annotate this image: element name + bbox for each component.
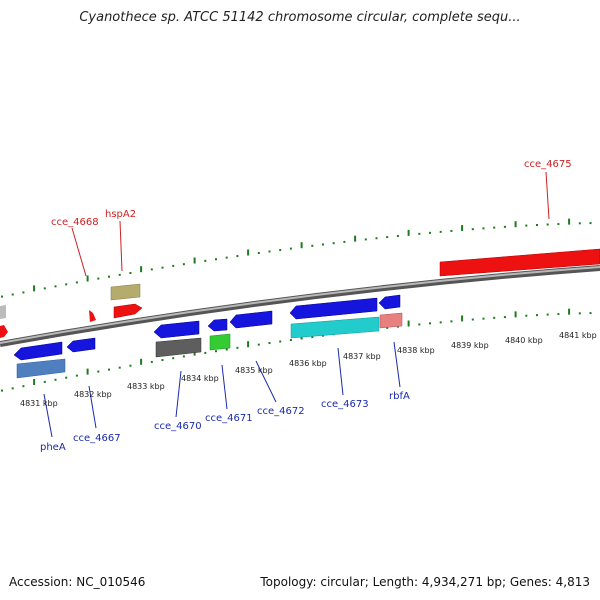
- tick-label: 4839 kbp: [451, 341, 489, 350]
- gene-label-cce4673[interactable]: cce_4673: [321, 399, 369, 410]
- gene-forward-khaki[interactable]: [110, 283, 141, 301]
- leader-cce4668: [71, 227, 87, 277]
- gene-reverse-cce4670-product[interactable]: [155, 337, 202, 358]
- gene-reverse-cce4667[interactable]: [66, 337, 96, 353]
- forward-tick-track: [1, 218, 592, 298]
- leader-lines: [43, 171, 550, 438]
- gene-label-cce4675[interactable]: cce_4675: [524, 159, 572, 170]
- leader-phea: [43, 393, 53, 438]
- leader-cce4670: [175, 370, 182, 418]
- leader-cce4675: [545, 171, 550, 220]
- leader-cce4671: [221, 364, 228, 410]
- gene-label-rbfa[interactable]: rbfA: [389, 391, 410, 402]
- leader-hspa2: [119, 220, 123, 272]
- gene-reverse-cce4671[interactable]: [207, 318, 228, 332]
- tick-label: 4834 kbp: [181, 374, 219, 383]
- gene-forward-hspa2[interactable]: [113, 303, 143, 319]
- reverse-genes: [13, 294, 403, 379]
- gene-reverse-cce4673[interactable]: [289, 297, 378, 320]
- map-title: Cyanothece sp. ATCC 51142 chromosome cir…: [79, 10, 521, 25]
- tick-labels: 4831 kbp 4832 kbp 4833 kbp 4834 kbp 4835…: [20, 331, 597, 408]
- leader-rbfa: [393, 341, 401, 388]
- gene-label-cce4667[interactable]: cce_4667: [73, 433, 121, 444]
- leader-cce4672: [255, 360, 277, 403]
- gene-reverse-phea-product[interactable]: [16, 358, 66, 379]
- chromosome-backbone-highlight: [0, 266, 600, 344]
- gene-forward-edge-red[interactable]: [0, 325, 8, 338]
- tick-label: 4835 kbp: [235, 366, 273, 375]
- gene-label-phea[interactable]: pheA: [40, 442, 66, 453]
- gene-reverse-cce4671-product[interactable]: [209, 333, 231, 351]
- tick-label: 4837 kbp: [343, 352, 381, 361]
- gene-label-cce4668[interactable]: cce_4668: [51, 217, 99, 228]
- gene-forward-small[interactable]: [89, 310, 96, 322]
- forward-genes: [0, 248, 600, 338]
- gene-label-cce4672[interactable]: cce_4672: [257, 406, 305, 417]
- gene-reverse-rbfa[interactable]: [378, 294, 401, 310]
- gene-reverse-cce4673-product[interactable]: [290, 316, 380, 339]
- tick-label: 4841 kbp: [559, 331, 597, 340]
- gene-label-hspa2[interactable]: hspA2: [105, 209, 136, 220]
- footer-summary: Topology: circular; Length: 4,934,271 bp…: [260, 575, 590, 589]
- gene-reverse-phea[interactable]: [13, 341, 63, 361]
- gene-label-cce4670[interactable]: cce_4670: [154, 421, 202, 432]
- gene-forward-large[interactable]: [439, 248, 600, 277]
- gene-label-cce4671[interactable]: cce_4671: [205, 413, 253, 424]
- gene-labels: cce_4668 hspA2 cce_4675 pheA cce_4667 cc…: [40, 159, 572, 453]
- footer-accession: Accession: NC_010546: [9, 575, 146, 589]
- gene-forward-edge-grey[interactable]: [0, 305, 6, 319]
- tick-label: 4836 kbp: [289, 359, 327, 368]
- tick-label: 4832 kbp: [74, 390, 112, 399]
- leader-cce4667: [88, 385, 97, 429]
- gene-reverse-cce4672[interactable]: [229, 310, 273, 329]
- gene-reverse-cce4670[interactable]: [153, 320, 200, 339]
- gene-reverse-rbfa-product[interactable]: [379, 312, 403, 329]
- tick-label: 4831 kbp: [20, 399, 58, 408]
- tick-label: 4840 kbp: [505, 336, 543, 345]
- tick-label: 4838 kbp: [397, 346, 435, 355]
- tick-label: 4833 kbp: [127, 382, 165, 391]
- leader-cce4673: [337, 347, 344, 396]
